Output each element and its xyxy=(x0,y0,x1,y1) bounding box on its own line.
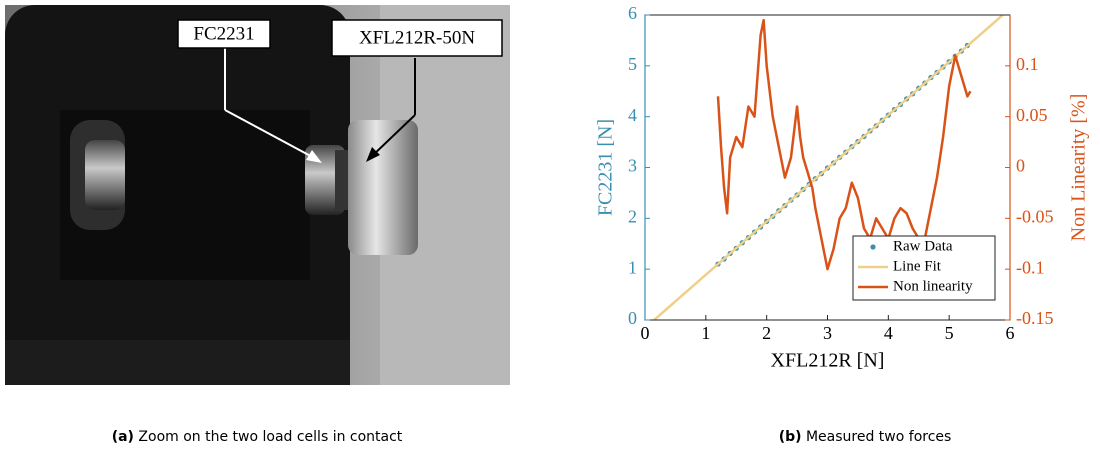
callout-label: FC2231 xyxy=(193,23,254,44)
caption: (a) Zoom on the two load cells in contac… xyxy=(112,429,403,445)
y-tick-label: 6 xyxy=(628,3,637,23)
plot-area xyxy=(653,15,1004,320)
legend-label: Line Fit xyxy=(893,258,942,274)
data-line xyxy=(716,18,972,271)
x-axis-label: XFL212R [N] xyxy=(771,350,885,372)
caption-text: Measured two forces xyxy=(806,429,951,445)
y2-axis-label: Non Linearity [%] xyxy=(1068,94,1090,242)
y2-tick-label: 0 xyxy=(1016,156,1025,176)
y-tick-label: 2 xyxy=(628,206,637,226)
x-tick-label: 1 xyxy=(701,323,710,343)
legend-marker xyxy=(870,244,876,250)
caption-label: (b) xyxy=(779,429,802,445)
caption-text: Zoom on the two load cells in contact xyxy=(138,429,402,445)
y-axis-label: FC2231 [N] xyxy=(595,119,617,216)
legend-label: Non linearity xyxy=(893,278,973,294)
y-tick-label: 0 xyxy=(628,308,637,328)
y-tick-label: 1 xyxy=(628,257,637,277)
x-tick-label: 0 xyxy=(641,323,650,343)
y2-tick-label: -0.15 xyxy=(1016,308,1054,328)
y-tick-label: 5 xyxy=(628,54,637,74)
y2-tick-label: -0.05 xyxy=(1016,206,1054,226)
y-tick-label: 3 xyxy=(628,156,637,176)
legend-label: Raw Data xyxy=(893,238,953,254)
callout-label: XFL212R-50N xyxy=(359,27,475,48)
caption: (b) Measured two forces xyxy=(779,429,952,445)
x-tick-label: 2 xyxy=(762,323,771,343)
x-tick-label: 4 xyxy=(884,323,893,343)
data-line xyxy=(653,15,1004,320)
y2-tick-label: 0.05 xyxy=(1016,105,1048,125)
callouts: FC2231 XFL212R-50N xyxy=(177,19,503,163)
y-tick-label: 4 xyxy=(628,105,637,125)
caption-label: (a) xyxy=(112,429,134,445)
x-tick-label: 3 xyxy=(823,323,832,343)
y2-tick-label: -0.1 xyxy=(1016,257,1045,277)
y2-tick-label: 0.1 xyxy=(1016,54,1039,74)
x-tick-label: 5 xyxy=(945,323,954,343)
photo xyxy=(5,5,510,385)
x-tick-label: 6 xyxy=(1006,323,1015,343)
